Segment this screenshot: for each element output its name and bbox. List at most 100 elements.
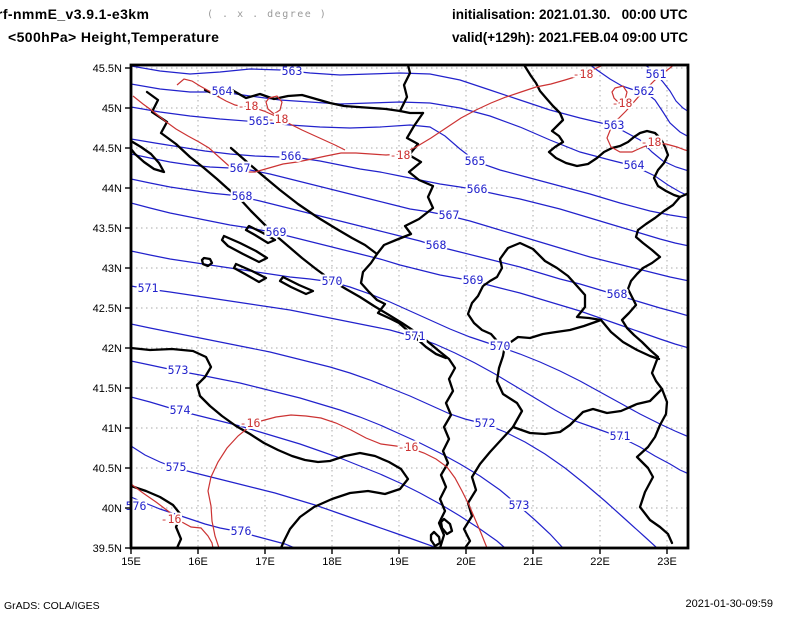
grads-credit: GrADS: COLA/IGES <box>4 600 100 612</box>
height-label: 566 <box>467 182 488 196</box>
height-label: 569 <box>463 273 484 287</box>
island-5 <box>200 256 214 268</box>
greece-east-border <box>635 387 674 545</box>
height-contour-562 <box>589 65 688 138</box>
macedonia-greece-border <box>495 379 664 436</box>
valid-time: valid(+129h): 2021.FEB.04 09:00 UTC <box>452 30 688 45</box>
height-label: 561 <box>646 67 667 81</box>
lat-tick-label: 45.5N <box>93 63 122 75</box>
temperature-contours <box>131 65 688 548</box>
serbia-macedonia-border <box>599 318 661 361</box>
lon-tick-label: 21E <box>523 556 543 568</box>
model-title: rf-nmmE_v3.9.1-e3km <box>0 6 150 22</box>
temp-contour--16 <box>207 414 488 548</box>
height-contour-570 <box>131 250 688 438</box>
italy-heel-coast <box>131 484 183 548</box>
greece-albania-border <box>462 425 515 548</box>
lat-tick-label: 40.5N <box>93 463 122 475</box>
height-label: 568 <box>607 287 628 301</box>
height-label: 569 <box>266 225 287 239</box>
height-label: 566 <box>281 149 302 163</box>
lat-tick-label: 41N <box>102 423 122 435</box>
height-label: 571 <box>405 329 426 343</box>
corfu-island <box>439 517 454 536</box>
lat-tick-label: 42.5N <box>93 303 122 315</box>
temperature-label: -18 <box>612 96 633 110</box>
height-contour-568 <box>131 178 688 317</box>
field-title: <500hPa> Height,Temperature <box>8 29 220 45</box>
height-contours <box>131 65 688 548</box>
height-label: 573 <box>509 498 530 512</box>
axis-labels: 45.5N 45N 44.5N 44N 43.5N 43N 42.5N 42N 41.5N 41N… <box>93 63 677 568</box>
height-label: 571 <box>610 429 631 443</box>
height-contour-575 <box>131 445 438 548</box>
height-label: 573 <box>168 363 189 377</box>
serbia-east-border <box>522 65 682 391</box>
lat-tick-label: 39.5N <box>93 543 122 555</box>
initialisation-time: initialisation: 2021.01.30. 00:00 UTC <box>452 7 688 22</box>
height-contour-572 <box>131 323 658 548</box>
height-label: 564 <box>212 84 233 98</box>
lon-tick-label: 16E <box>188 556 208 568</box>
height-label: 563 <box>282 64 303 78</box>
island-4 <box>244 224 277 245</box>
temp-contour--18 <box>606 65 688 153</box>
temperature-label: -18 <box>268 112 289 126</box>
lon-tick-label: 17E <box>255 556 275 568</box>
height-label: 575 <box>166 460 187 474</box>
albania-kosovo-link <box>495 343 507 383</box>
height-label: 568 <box>232 189 253 203</box>
lat-tick-label: 40N <box>102 503 122 515</box>
temperature-label: -16 <box>240 416 261 430</box>
grid-resolution-note: ( . x . degree ) <box>207 9 328 20</box>
lon-tick-label: 20E <box>456 556 476 568</box>
temperature-label: -16 <box>161 512 182 526</box>
temp-contour--18 <box>611 85 628 104</box>
istria-peninsula <box>131 139 166 174</box>
creation-timestamp: 2021-01-30-09:59 <box>685 598 773 610</box>
height-label: 563 <box>604 118 625 132</box>
coastlines-borders <box>131 65 688 548</box>
height-label: 568 <box>426 238 447 252</box>
temp-contour--16 <box>131 483 214 548</box>
lon-tick-label: 23E <box>657 556 677 568</box>
lon-tick-label: 19E <box>389 556 409 568</box>
height-label: 570 <box>490 339 511 353</box>
island-3 <box>278 275 315 296</box>
height-label: 570 <box>322 274 343 288</box>
height-label: 571 <box>138 281 159 295</box>
lon-tick-label: 22E <box>590 556 610 568</box>
height-label: 567 <box>230 161 251 175</box>
graticule <box>131 65 688 548</box>
height-label: 576 <box>231 524 252 538</box>
island-1 <box>220 234 269 264</box>
danube-spur <box>398 65 412 113</box>
height-contour-566 <box>131 138 688 247</box>
lat-tick-label: 43N <box>102 263 122 275</box>
height-contour-561 <box>644 65 688 113</box>
height-label: 574 <box>170 403 191 417</box>
temp-contour--18 <box>265 95 283 115</box>
height-label: 576 <box>126 499 147 513</box>
lat-tick-label: 41.5N <box>93 383 122 395</box>
sava-border <box>203 88 425 115</box>
lat-tick-label: 43.5N <box>93 223 122 235</box>
island-2 <box>232 262 268 284</box>
drina-border <box>359 111 448 360</box>
height-contour-567 <box>131 153 688 282</box>
map-frame <box>129 63 690 550</box>
italy-coast <box>131 346 410 548</box>
temperature-label: -16 <box>398 440 419 454</box>
height-contour-564 <box>131 83 688 197</box>
lat-tick-label: 42N <box>102 343 122 355</box>
temperature-label: -18 <box>390 148 411 162</box>
temperature-label: -18 <box>238 99 259 113</box>
kosovo-border <box>466 241 603 346</box>
height-contour-569 <box>131 202 688 349</box>
temp-contour--18 <box>132 65 604 173</box>
height-label: 565 <box>465 154 486 168</box>
temp-contour--18 <box>176 78 346 151</box>
dinaric-border <box>229 146 379 256</box>
